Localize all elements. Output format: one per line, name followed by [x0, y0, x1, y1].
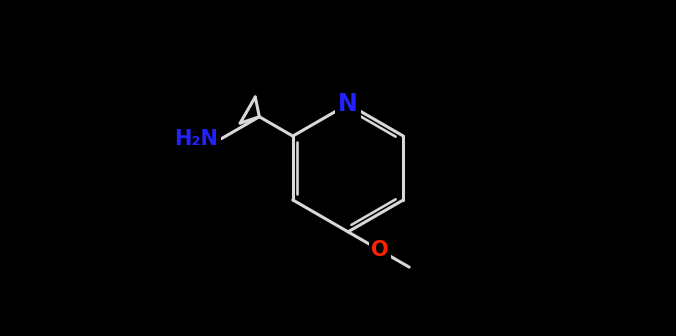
- Text: O: O: [371, 240, 389, 260]
- Text: H₂N: H₂N: [174, 129, 218, 149]
- Text: N: N: [338, 92, 358, 116]
